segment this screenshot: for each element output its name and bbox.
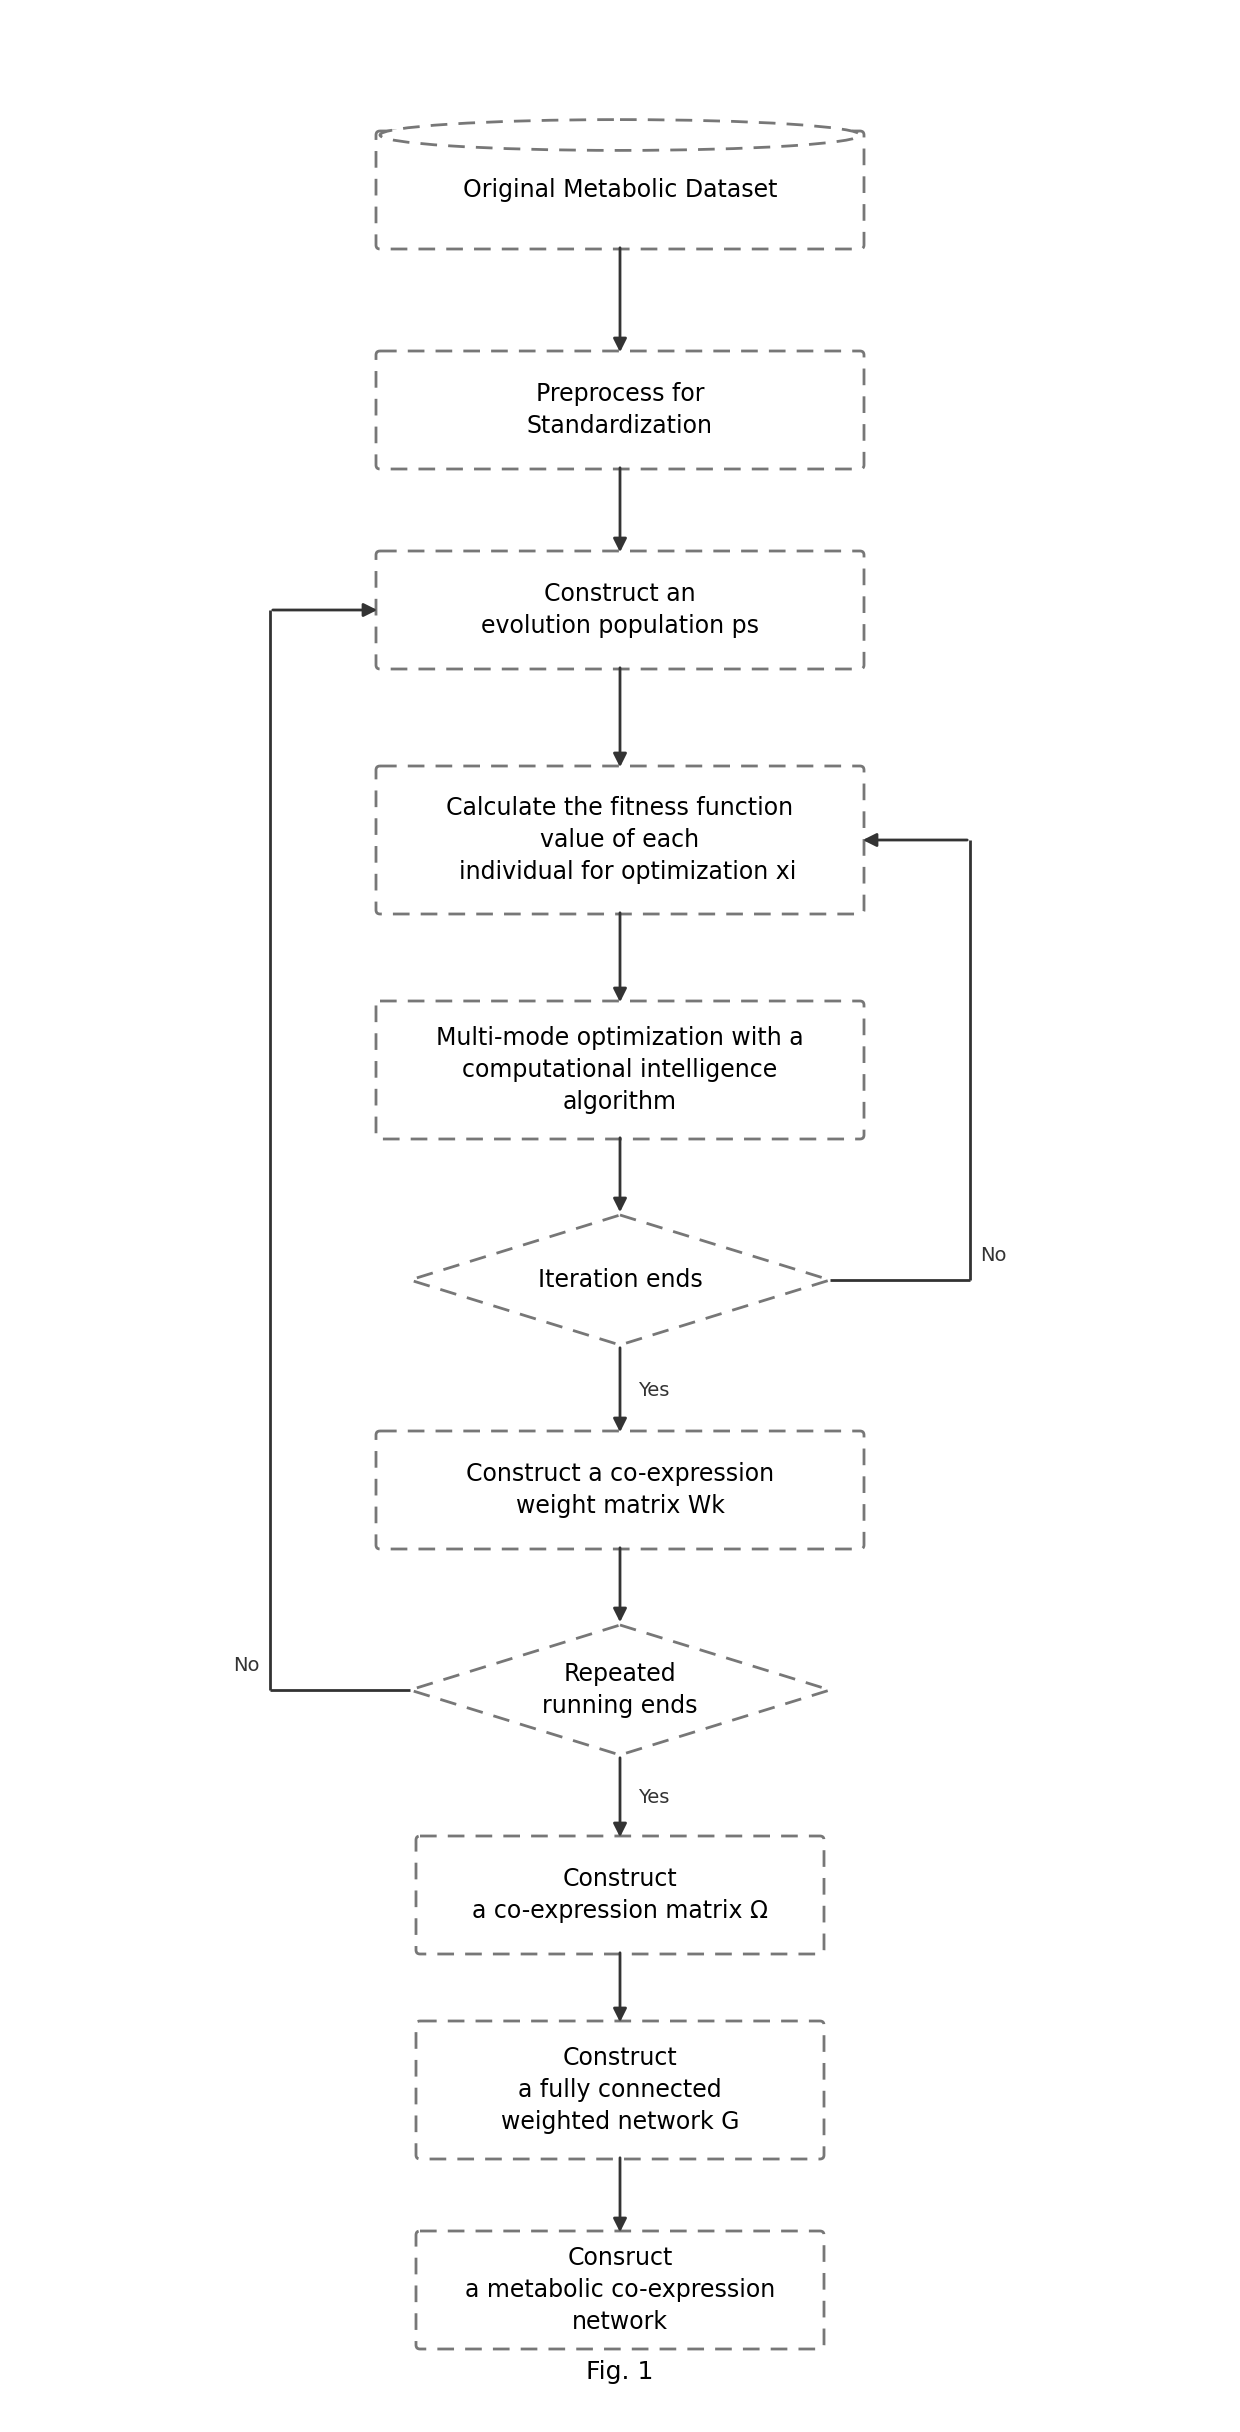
Text: Construct
a fully connected
weighted network G: Construct a fully connected weighted net… [501,2045,739,2133]
Text: Construct an
evolution population ps: Construct an evolution population ps [481,581,759,637]
Text: Preprocess for
Standardization: Preprocess for Standardization [527,382,713,438]
FancyBboxPatch shape [376,131,864,248]
Text: Yes: Yes [639,1788,670,1807]
Text: Repeated
running ends: Repeated running ends [542,1661,698,1717]
Polygon shape [410,1216,830,1345]
Text: Iteration ends: Iteration ends [538,1267,702,1291]
Polygon shape [410,1625,830,1756]
FancyBboxPatch shape [415,1836,825,1953]
Text: Calculate the fitness function
value of each
  individual for optimization xi: Calculate the fitness function value of … [444,795,796,883]
Text: Yes: Yes [639,1381,670,1398]
Text: Construct a co-expression
weight matrix Wk: Construct a co-expression weight matrix … [466,1462,774,1518]
FancyBboxPatch shape [415,2021,825,2160]
Text: No: No [233,1656,260,1676]
Text: Consruct
a metabolic co-expression
network: Consruct a metabolic co-expression netwo… [465,2247,775,2335]
FancyBboxPatch shape [376,1430,864,1549]
FancyBboxPatch shape [376,766,864,914]
Text: Original Metabolic Dataset: Original Metabolic Dataset [463,178,777,202]
FancyBboxPatch shape [376,350,864,469]
Text: No: No [980,1245,1007,1265]
FancyBboxPatch shape [376,552,864,669]
Text: Multi-mode optimization with a
computational intelligence
algorithm: Multi-mode optimization with a computati… [436,1026,804,1114]
Text: Construct
a co-expression matrix Ω: Construct a co-expression matrix Ω [472,1868,768,1924]
Text: Fig. 1: Fig. 1 [587,2359,653,2383]
FancyBboxPatch shape [376,1002,864,1138]
FancyBboxPatch shape [415,2230,825,2349]
Ellipse shape [379,119,861,151]
